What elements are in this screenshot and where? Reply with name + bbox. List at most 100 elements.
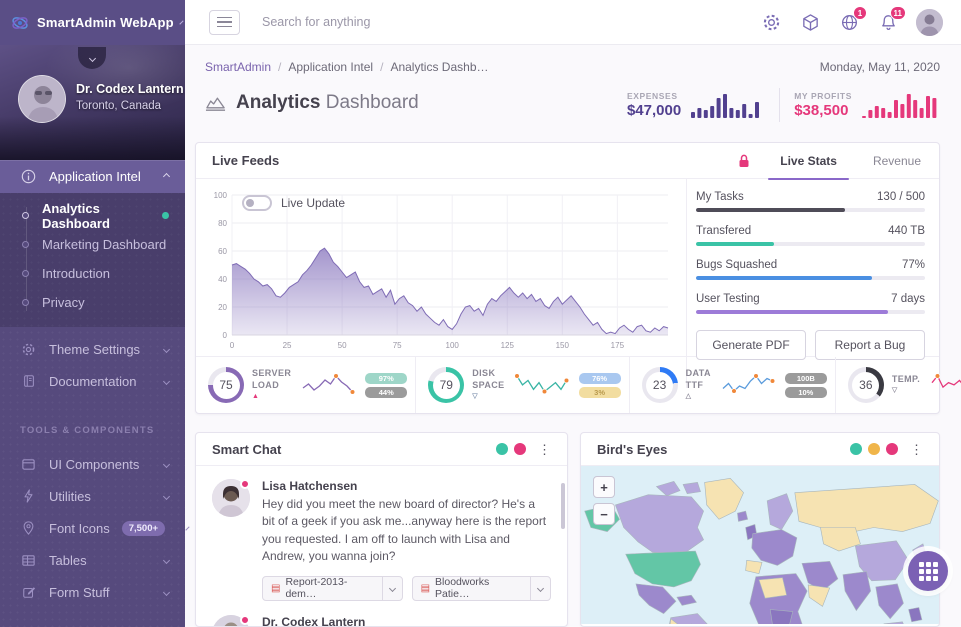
world-map[interactable]: + − — [581, 466, 939, 624]
attachment-bloodworks-pdf[interactable]: ▤ Bloodworks Patie… — [411, 575, 551, 601]
sidebar-item-analytics-dashboard[interactable]: Analytics Dashboard — [0, 201, 185, 231]
tab-live-stats[interactable]: Live Stats — [762, 143, 855, 180]
brand-bar[interactable]: SmartAdmin WebApp — [0, 0, 185, 45]
live-feeds-tabs: Live Stats Revenue — [762, 143, 939, 180]
pencil-icon — [20, 585, 37, 599]
breadcrumb-current: Analytics Dashb… — [390, 60, 489, 74]
profits-sparkbars — [862, 94, 937, 118]
profile-avatar[interactable] — [18, 75, 66, 123]
chevron-down-icon — [162, 345, 171, 353]
chat-scrollbar-thumb[interactable] — [561, 483, 565, 529]
tile-sparkline — [302, 373, 356, 395]
sidebar-item-label: Utilities — [49, 488, 91, 504]
kpi-tile-server[interactable]: 75 SERVER LOAD ▲ 97% 44% — [196, 357, 417, 413]
sidebar-item-label: Application Intel — [49, 169, 141, 184]
donut-gauge: 23 — [641, 367, 678, 403]
tile-badge: 3% — [578, 386, 621, 398]
bullet-icon — [22, 270, 29, 277]
panel-menu-kebab-icon[interactable]: ⋮ — [910, 441, 923, 457]
menu-toggle-button[interactable] — [209, 9, 240, 35]
info-icon — [20, 169, 37, 184]
sidebar-item-documentation[interactable]: Documentation — [0, 365, 185, 397]
bullet-icon — [22, 299, 29, 306]
map-pin-icon — [20, 521, 37, 535]
table-icon — [20, 553, 37, 568]
sidebar-profile[interactable]: Dr. Codex Lantern Toronto, Canada — [0, 45, 185, 160]
status-dot-teal[interactable] — [496, 443, 508, 455]
status-dot-pink[interactable] — [514, 443, 526, 455]
lock-icon[interactable] — [738, 154, 750, 168]
map-zoom-in-button[interactable]: + — [593, 476, 615, 498]
tile-badge: 10% — [784, 386, 827, 398]
svg-text:60: 60 — [218, 247, 227, 256]
panel-title: Bird's Eyes — [597, 441, 668, 457]
sidebar-item-label: Form Stuff — [49, 584, 110, 600]
live-update-toggle[interactable]: Live Update — [242, 195, 345, 211]
map-zoom-out-button[interactable]: − — [593, 503, 615, 525]
sidebar-item-utilities[interactable]: Utilities — [0, 480, 185, 512]
kpi-label: MY PROFITS — [794, 91, 852, 101]
svg-text:20: 20 — [218, 303, 227, 312]
tab-revenue[interactable]: Revenue — [872, 153, 921, 168]
settings-gear-icon[interactable] — [760, 11, 782, 33]
sidebar-item-label: Tables — [49, 552, 87, 568]
chat-message-text: Hey did you meet the new board of direct… — [262, 497, 547, 564]
toggle-switch-off[interactable] — [242, 195, 272, 211]
sidebar-item-tables[interactable]: Tables — [0, 544, 185, 576]
svg-text:0: 0 — [230, 341, 235, 350]
live-stats-list: My Tasks 130 / 500 Transfered 440 TB Bugs … — [686, 179, 925, 388]
avatar — [212, 614, 250, 626]
chevron-down-icon — [162, 460, 171, 468]
svg-text:125: 125 — [501, 341, 515, 350]
sidebar-item-form-stuff[interactable]: Form Stuff — [0, 576, 185, 608]
sidebar-item-label: Font Icons — [49, 520, 110, 536]
status-dot-pink[interactable] — [886, 443, 898, 455]
search-input[interactable] — [262, 15, 542, 29]
kpi-tile-disk[interactable]: 79 DISK SPACE ▽ 76% 3% — [416, 357, 630, 413]
live-feeds-panel: Live Feeds Live Stats Revenue 0 20 40 60 80 1… — [195, 142, 961, 414]
app-launcher-button[interactable] — [908, 551, 948, 591]
language-globe-icon[interactable]: 1 — [838, 6, 867, 33]
svg-text:100: 100 — [214, 191, 228, 200]
profile-collapse-button[interactable] — [78, 47, 106, 69]
profile-location: Toronto, Canada — [76, 100, 162, 112]
window-icon — [20, 457, 37, 472]
breadcrumb-application-intel[interactable]: Application Intel — [288, 60, 374, 74]
sidebar-item-privacy[interactable]: Privacy — [0, 288, 185, 317]
kpi-tile-data[interactable]: 23 DATA TTF △ 100B 10% — [630, 357, 836, 413]
tile-sparkline — [722, 373, 776, 394]
status-dot-yellow[interactable] — [868, 443, 880, 455]
attachment-dropdown-chevron[interactable] — [530, 576, 550, 600]
attachment-dropdown-chevron[interactable] — [381, 576, 402, 600]
apps-cube-icon[interactable] — [799, 11, 821, 33]
breadcrumb-link-smartadmin[interactable]: SmartAdmin — [205, 60, 272, 74]
brand-chevron-down-icon[interactable] — [179, 20, 184, 25]
report-bug-button[interactable]: Report a Bug — [815, 330, 925, 360]
active-indicator-dot — [162, 212, 169, 219]
chevron-down-icon — [162, 556, 171, 564]
panel-menu-kebab-icon[interactable]: ⋮ — [538, 441, 551, 457]
sidebar-item-label: UI Components — [49, 456, 140, 472]
sidebar-item-ui-components[interactable]: UI Components — [0, 448, 185, 480]
stat-transfered: Transfered 440 TB — [696, 225, 925, 246]
gear-icon — [20, 342, 37, 357]
sidebar-item-theme-settings[interactable]: Theme Settings — [0, 333, 185, 365]
sidebar-item-marketing-dashboard[interactable]: Marketing Dashboard — [0, 230, 185, 259]
navbar-avatar[interactable] — [916, 8, 943, 36]
attachment-report-pdf[interactable]: ▤ Report-2013-dem… — [262, 575, 403, 601]
globe-badge: 1 — [853, 6, 867, 20]
smart-chat-panel: Smart Chat ⋮ Lisa Hatchensen Hey did you… — [195, 432, 568, 627]
sidebar-item-application-intel[interactable]: Application Intel — [0, 160, 185, 193]
stat-my-tasks: My Tasks 130 / 500 — [696, 191, 925, 212]
online-status-dot — [240, 614, 250, 625]
generate-pdf-button[interactable]: Generate PDF — [696, 330, 806, 360]
notifications-bell-icon[interactable]: 11 — [877, 6, 906, 33]
sidebar-item-introduction[interactable]: Introduction — [0, 259, 185, 288]
donut-gauge: 79 — [428, 367, 465, 403]
trend-icon: ▲ — [252, 392, 260, 400]
kpi-expenses: EXPENSES $47,000 — [627, 90, 765, 120]
sidebar-item-font-icons[interactable]: Font Icons 7,500+ — [0, 512, 190, 544]
status-dot-teal[interactable] — [850, 443, 862, 455]
bell-badge: 11 — [889, 6, 906, 20]
